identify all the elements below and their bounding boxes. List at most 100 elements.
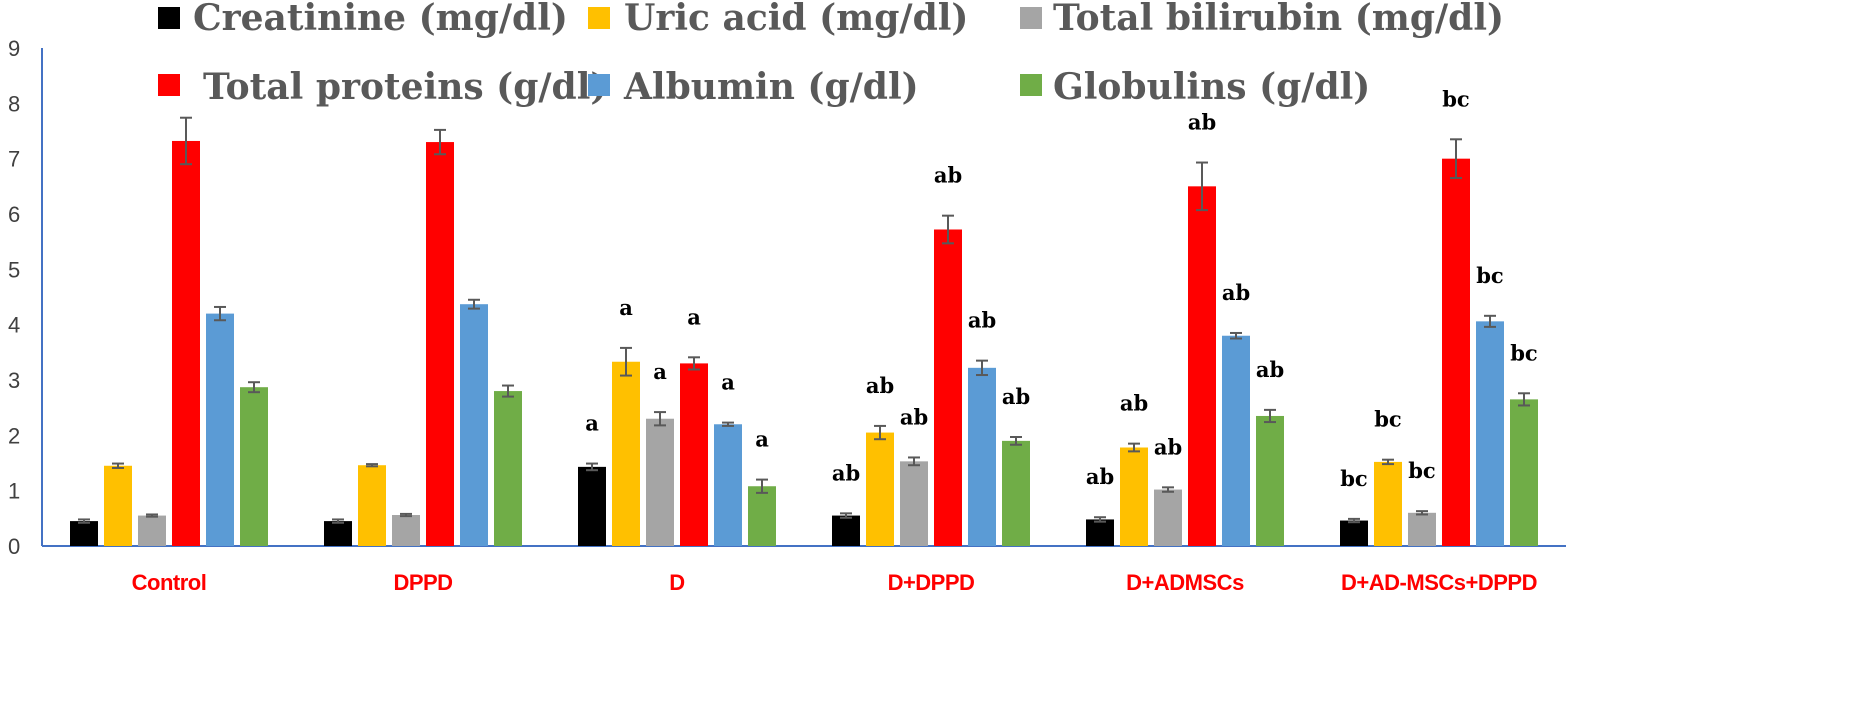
error-bar — [840, 512, 852, 519]
error-bar — [332, 518, 344, 524]
error-bar — [180, 116, 192, 166]
significance-label: ab — [934, 163, 962, 188]
bar — [748, 486, 776, 546]
error-bar — [434, 128, 446, 156]
bar — [968, 367, 996, 546]
bar — [1188, 186, 1216, 547]
error-bar — [620, 346, 632, 377]
error-bar — [366, 463, 378, 468]
bar — [104, 465, 132, 546]
significance-label: a — [755, 427, 769, 452]
error-bar — [654, 411, 666, 427]
bar — [70, 521, 98, 546]
error-bar — [1382, 458, 1394, 466]
error-bar — [146, 513, 158, 518]
significance-label: ab — [866, 373, 894, 398]
error-bar — [468, 298, 480, 310]
x-category-label: D+DPPD — [888, 570, 975, 595]
legend-swatch-uric-acid — [588, 7, 610, 29]
bar — [680, 363, 708, 546]
bar — [1510, 399, 1538, 546]
significance-label: bc — [1374, 407, 1401, 432]
significance-label: ab — [1256, 357, 1284, 382]
legend-swatch-total-proteins — [158, 74, 180, 96]
x-category-label: D+AD-MSCs+DPPD — [1341, 570, 1537, 595]
significance-label: bc — [1510, 340, 1537, 365]
significance-labels-layer: aaaaaaababababababababababababbcbcbcbcbc… — [585, 86, 1538, 491]
bar — [1442, 158, 1470, 546]
error-bar — [688, 356, 700, 371]
significance-label: ab — [1002, 384, 1030, 409]
error-bar — [502, 384, 514, 398]
significance-label: ab — [968, 308, 996, 333]
bar — [240, 387, 268, 546]
bar — [1120, 447, 1148, 546]
error-bar — [1128, 442, 1140, 453]
significance-label: bc — [1476, 263, 1503, 288]
significance-label: ab — [1086, 464, 1114, 489]
error-bar — [1518, 392, 1530, 407]
significance-label: ab — [1120, 391, 1148, 416]
error-bar — [976, 359, 988, 377]
bar — [426, 142, 454, 547]
significance-label: bc — [1408, 458, 1435, 483]
bar — [934, 229, 962, 546]
significance-label: a — [721, 370, 735, 395]
significance-label: a — [653, 359, 667, 384]
error-bar — [1162, 486, 1174, 493]
error-bar — [1484, 314, 1496, 328]
significance-label: ab — [832, 460, 860, 485]
y-tick-label: 9 — [8, 36, 20, 61]
bar — [1256, 415, 1284, 546]
error-bar — [722, 421, 734, 427]
bar — [392, 515, 420, 546]
error-bar — [112, 462, 124, 469]
y-tick-label: 0 — [8, 534, 20, 559]
bar — [358, 465, 386, 546]
bar — [460, 304, 488, 546]
error-bar — [1416, 510, 1428, 516]
bar — [578, 466, 606, 546]
y-tick-label: 1 — [8, 479, 20, 504]
error-bar — [1264, 408, 1276, 424]
bar — [494, 391, 522, 546]
legend-label-uric-acid: Uric acid (mg/dl) — [624, 0, 968, 39]
y-tick-label: 4 — [8, 313, 20, 338]
error-bar — [942, 214, 954, 245]
chart-axes: 0 1 2 3 4 5 6 7 8 9 Control DPPD D D+DPPD D+ADMSCs D+A… — [8, 36, 1566, 595]
bar — [1476, 321, 1504, 546]
error-bar — [1010, 435, 1022, 446]
y-axis-ticks: 0 1 2 3 4 5 6 7 8 9 — [8, 36, 20, 559]
bar — [1154, 489, 1182, 546]
x-axis-categories: Control DPPD D D+DPPD D+ADMSCs D+AD-MSCs+DPPD — [132, 570, 1538, 595]
legend-label-creatinine: Creatinine (mg/dl) — [193, 0, 568, 39]
significance-label: a — [619, 295, 633, 320]
bar — [1340, 520, 1368, 546]
bars-layer — [70, 140, 1538, 547]
x-category-label: D+ADMSCs — [1126, 570, 1244, 595]
significance-label: ab — [1222, 280, 1250, 305]
bar — [832, 515, 860, 546]
bar — [138, 515, 166, 546]
error-bar — [214, 305, 226, 322]
significance-label: ab — [1154, 434, 1182, 459]
bar — [324, 521, 352, 546]
error-bar — [756, 478, 768, 494]
significance-label: a — [687, 304, 701, 329]
error-bar — [78, 518, 90, 524]
bar — [206, 313, 234, 546]
bar — [172, 140, 200, 546]
x-category-label: Control — [132, 570, 207, 595]
bar — [1222, 335, 1250, 546]
bar — [1374, 461, 1402, 546]
significance-label: bc — [1340, 466, 1367, 491]
y-tick-label: 3 — [8, 368, 20, 393]
y-tick-label: 5 — [8, 257, 20, 282]
legend-swatch-globulins — [1020, 74, 1042, 96]
significance-label: a — [585, 411, 599, 436]
bar — [900, 461, 928, 546]
error-bars-layer — [78, 116, 1530, 524]
legend-swatch-albumin — [588, 74, 610, 96]
error-bar — [1196, 161, 1208, 212]
